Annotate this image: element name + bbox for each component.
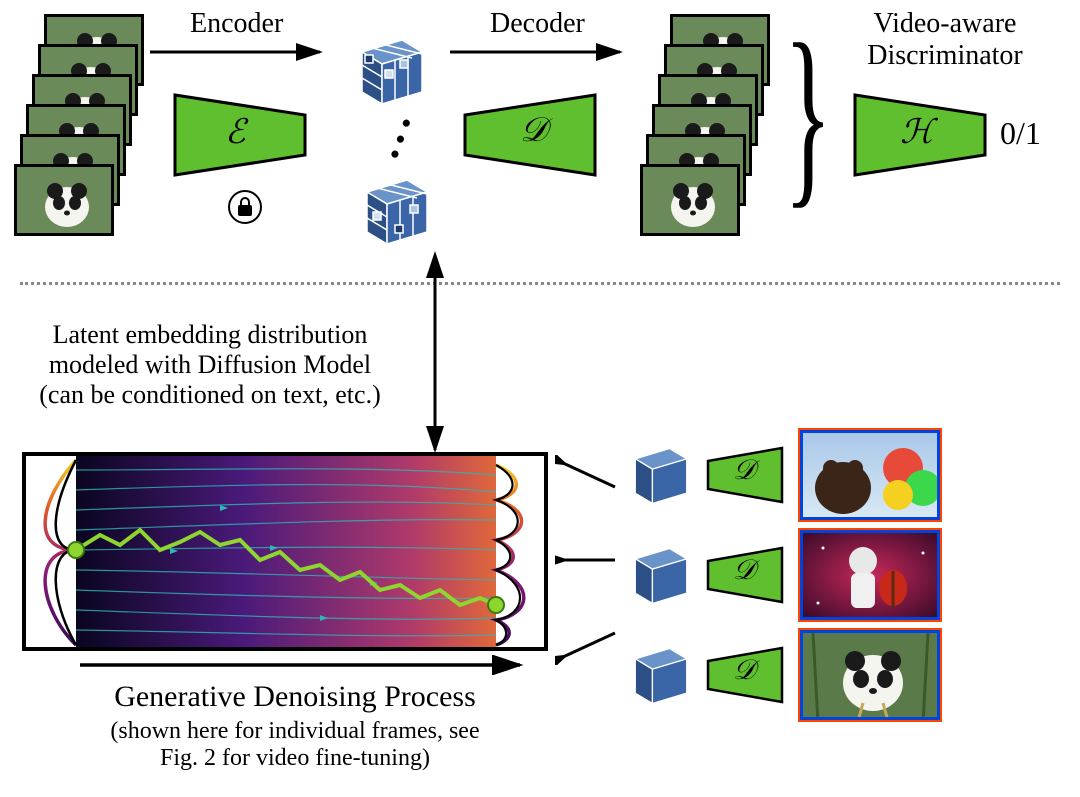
branch-decoder-3: 𝒟 [705,645,785,705]
panda-icon [643,167,737,233]
denoising-subtitle: (shown here for individual frames, see F… [60,718,530,772]
diffusion-plot [20,450,550,650]
discriminator-title-l1: Video-aware [874,8,1017,39]
latent-cube-bottom [355,170,439,254]
branch-cube-3 [625,640,697,712]
discriminator-symbol: ℋ [900,112,934,152]
branch-arrow-2 [555,550,625,570]
encoder-label: Encoder [190,8,283,40]
discriminator-output: 0/1 [1000,115,1041,152]
latent-caption-l2: modeled with Diffusion Model [49,350,371,379]
denoising-title: Generative Denoising Process [60,680,530,714]
branch-decoder-symbol-2: 𝒟 [733,555,755,587]
encoder-symbol: ℰ [225,112,246,152]
discriminator-title: Video-aware Discriminator [830,8,1060,72]
branch-decoder-symbol-1: 𝒟 [733,455,755,487]
encoder-module: ℰ [170,90,310,180]
branch-cube-1 [625,440,697,512]
decoder-label: Decoder [490,8,585,40]
decoder-symbol: 𝒟 [520,112,547,150]
bottom-diffusion: Latent embedding distribution modeled wi… [0,290,1080,797]
generated-image-bear [800,430,940,520]
latent-cube-top [350,30,434,114]
vertical-double-arrow [425,250,445,460]
denoising-sub-l1: (shown here for individual frames, see [110,718,479,744]
lock-icon [228,190,262,224]
top-pipeline: Encoder ℰ ••• [0,0,1080,280]
curly-brace-icon: } [784,15,832,215]
branch-decoder-symbol-3: 𝒟 [733,655,755,687]
discriminator-module: ℋ [850,90,990,180]
branch-decoder-1: 𝒟 [705,445,785,505]
denoising-sub-l2: Fig. 2 for video fine-tuning) [160,745,430,771]
section-divider [20,282,1060,285]
forward-arrow [80,655,530,675]
branch-arrow-1 [555,455,625,495]
latent-caption-l3: (can be conditioned on text, etc.) [39,380,380,409]
generated-image-panda [800,630,940,720]
latent-caption: Latent embedding distribution modeled wi… [20,320,400,410]
decoder-module: 𝒟 [460,90,600,180]
input-frame-stack [14,14,134,254]
output-frame-stack [640,14,760,254]
latent-caption-l1: Latent embedding distribution [53,320,368,349]
generated-image-astronaut [800,530,940,620]
decoder-arrow [450,42,630,62]
branch-decoder-2: 𝒟 [705,545,785,605]
branch-arrow-3 [555,625,625,665]
panda-icon [17,167,111,233]
discriminator-title-l2: Discriminator [867,40,1023,71]
branch-cube-2 [625,540,697,612]
encoder-arrow [150,42,330,62]
ellipsis-dots: ••• [387,115,414,165]
